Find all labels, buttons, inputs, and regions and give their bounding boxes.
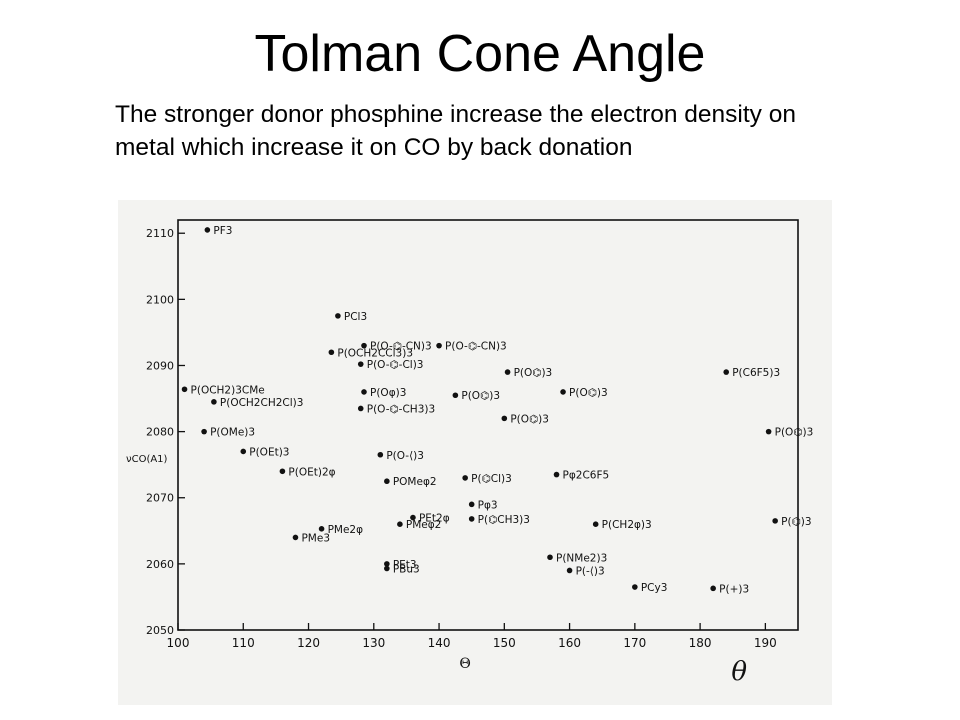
y-tick-label: 2070 <box>146 492 174 505</box>
data-point <box>377 451 384 458</box>
data-point-label: P(NMe2)3 <box>556 552 607 564</box>
data-point <box>361 342 367 349</box>
data-point <box>335 313 341 319</box>
data-point-label: PBu3 <box>393 564 420 576</box>
x-tick-label: 180 <box>689 636 712 650</box>
data-point-label: P(Oφ)3 <box>370 387 406 399</box>
data-point-label: POMeφ2 <box>393 476 437 488</box>
data-point <box>204 227 211 233</box>
x-tick-label: 130 <box>362 636 385 650</box>
x-tick-label: 140 <box>428 636 451 650</box>
y-axis-label: νCO(A1) <box>126 454 168 465</box>
x-tick-label: 100 <box>167 636 190 650</box>
y-tick-label: 2080 <box>146 426 174 439</box>
y-tick-label: 2050 <box>146 624 174 637</box>
data-point-label: P(O-⟨)3 <box>386 450 424 462</box>
data-point <box>384 561 390 567</box>
data-point <box>772 518 778 524</box>
y-tick-label: 2060 <box>146 558 174 571</box>
data-point <box>292 534 299 541</box>
data-point <box>384 565 390 572</box>
data-point <box>397 521 403 527</box>
data-point <box>723 369 730 375</box>
x-tick-label: 190 <box>754 636 777 650</box>
data-point-label: P(OCH2)3CMe <box>191 384 265 396</box>
data-point-label: P(+)3 <box>719 583 749 595</box>
data-point <box>436 342 442 349</box>
data-point <box>328 349 335 356</box>
data-point <box>410 514 416 521</box>
data-point <box>468 501 475 508</box>
slide-body-text: The stronger donor phosphine increase th… <box>115 101 796 161</box>
data-point <box>357 405 364 412</box>
data-point <box>201 428 207 435</box>
x-axis-label-center: Θ <box>459 656 470 672</box>
data-point <box>504 369 511 375</box>
data-point <box>632 584 638 590</box>
data-point-label: PCy3 <box>641 582 668 594</box>
data-point-label: P(O⌬)3 <box>569 387 608 399</box>
data-point-label: PMe3 <box>301 532 330 544</box>
data-point-label: PEt3 <box>393 559 417 571</box>
data-point <box>452 392 459 399</box>
data-point <box>181 386 188 393</box>
data-point-label: PMe2φ <box>328 524 364 536</box>
data-point-label: P(O⌬)3 <box>510 413 549 425</box>
data-point-label: P(O⌬)3 <box>775 427 814 439</box>
y-tick-label: 2110 <box>146 227 174 240</box>
scatter-plot: 100 110 120 130 140 150 160 170 180 190 2050 2060 20… <box>126 219 814 687</box>
data-point <box>560 389 566 395</box>
data-point <box>211 399 217 405</box>
data-point <box>592 521 599 527</box>
data-point <box>468 516 475 522</box>
data-point-label: P(O-⌬-CN)3 <box>370 341 432 353</box>
data-point-label: Pφ3 <box>478 499 498 511</box>
data-point-label: P(OCH2CH2Cl)3 <box>220 397 304 409</box>
data-point <box>240 448 247 455</box>
data-point-label: P(O⌬)3 <box>461 390 500 402</box>
data-point-label: P(O-⌬-Cl)3 <box>367 359 424 371</box>
data-point-label: P(O⌬)3 <box>514 367 553 379</box>
x-tick-label: 110 <box>232 636 255 650</box>
x-tick-label: 150 <box>493 636 516 650</box>
data-point-label: Pφ2C6F5 <box>563 470 610 482</box>
data-point <box>318 526 325 532</box>
y-tick-label: 2090 <box>146 359 174 372</box>
data-point-label: P(OEt)3 <box>249 446 289 458</box>
data-point-label: PF3 <box>213 225 232 237</box>
x-tick-label: 160 <box>558 636 581 650</box>
data-point-label: PEt2φ <box>419 513 450 525</box>
x-tick-label: 170 <box>623 636 646 650</box>
data-point-label: PCl3 <box>344 311 367 323</box>
data-point <box>361 389 367 395</box>
data-point <box>357 361 364 367</box>
data-point-label: P(OMe)3 <box>210 427 255 439</box>
data-point-label: P(O-⌬-CN)3 <box>445 341 507 353</box>
data-point-label: PMeφ2 <box>406 519 441 531</box>
data-point <box>710 585 716 592</box>
data-point-label: P(-⟨)3 <box>576 565 605 577</box>
data-point-label: P(OEt)2φ <box>288 466 335 478</box>
data-point-label: P(OCH2CCl3)3 <box>337 347 413 359</box>
data-point-label: P(O-⌬-CH3)3 <box>367 403 435 415</box>
data-point <box>462 475 468 481</box>
data-point <box>553 471 560 478</box>
data-point <box>765 428 772 435</box>
scanned-figure: 100 110 120 130 140 150 160 170 180 190 2050 2060 20… <box>118 200 832 705</box>
data-point-label: P(C6F5)3 <box>732 367 780 379</box>
data-point-label: P(⌬Cl)3 <box>471 473 512 485</box>
data-point-label: P(⌬)3 <box>781 516 811 528</box>
slide-title: Tolman Cone Angle <box>254 25 706 83</box>
x-axis-label: θ <box>731 657 747 687</box>
data-point <box>279 468 286 475</box>
y-tick-label: 2100 <box>146 293 174 306</box>
data-point-label: P(CH2φ)3 <box>602 519 652 531</box>
data-point <box>384 478 390 485</box>
data-point-label: P(⌬CH3)3 <box>478 514 530 526</box>
data-point <box>501 415 508 422</box>
plot-frame <box>177 219 799 631</box>
data-point <box>547 554 553 561</box>
x-tick-label: 120 <box>297 636 320 650</box>
data-point <box>566 567 573 574</box>
